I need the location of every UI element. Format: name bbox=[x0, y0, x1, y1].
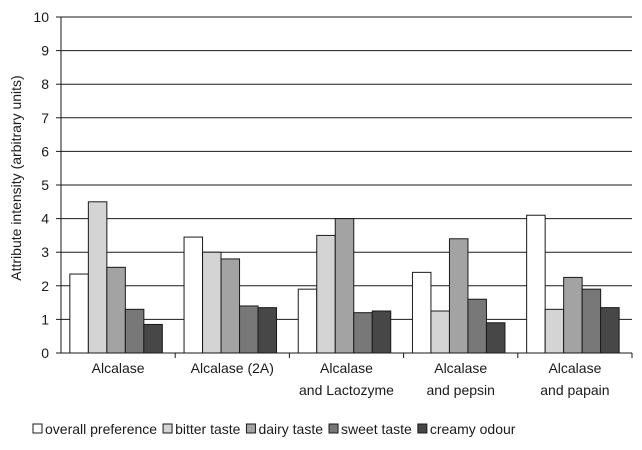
legend-label: dairy taste bbox=[258, 421, 323, 437]
y-tick-label: 10 bbox=[33, 9, 49, 25]
bar-creamy-odour bbox=[143, 323, 163, 354]
bar-bitter-taste bbox=[202, 251, 222, 354]
y-tick-label: 8 bbox=[41, 76, 49, 92]
bar-bitter-taste bbox=[544, 308, 565, 354]
y-tick-label: 2 bbox=[41, 278, 49, 294]
y-tick-label: 1 bbox=[41, 311, 49, 327]
bar-creamy-odour bbox=[600, 307, 620, 354]
x-category-label: Alcalase (2A) bbox=[191, 360, 274, 376]
legend: overall preference bitter taste dairy tast… bbox=[32, 421, 516, 437]
x-category-label: Alcalase bbox=[320, 360, 373, 376]
legend-swatch bbox=[328, 423, 339, 434]
bar-dairy-taste bbox=[106, 266, 126, 354]
x-category-label: and pepsin bbox=[426, 382, 495, 398]
legend-label: creamy odour bbox=[430, 421, 516, 437]
bar-creamy-odour bbox=[371, 310, 392, 354]
bar-sweet-taste bbox=[239, 305, 259, 354]
x-category-label: and Lactozyme bbox=[299, 382, 394, 398]
bar-sweet-taste bbox=[353, 312, 373, 354]
bar-bitter-taste bbox=[87, 201, 108, 354]
x-category-label: Alcalase bbox=[548, 360, 601, 376]
y-tick-label: 0 bbox=[41, 345, 49, 361]
axes bbox=[56, 16, 633, 358]
bar-sweet-taste bbox=[467, 298, 487, 354]
x-category-label: Alcalase bbox=[434, 360, 487, 376]
x-category-labels: Alcalase Alcalase (2A) Alcalase and Lactozy… bbox=[92, 360, 610, 398]
bars bbox=[69, 201, 620, 354]
bar-sweet-taste bbox=[581, 288, 602, 354]
x-category-label: and papain bbox=[540, 382, 609, 398]
bar-dairy-taste bbox=[448, 238, 469, 354]
bar-overall-preference bbox=[69, 273, 89, 354]
bar-bitter-taste bbox=[430, 310, 450, 354]
legend-swatch bbox=[245, 423, 256, 434]
y-tick-labels: 0 1 2 3 4 5 6 7 8 9 10 bbox=[33, 9, 49, 361]
y-tick-label: 3 bbox=[41, 244, 49, 260]
y-tick-label: 7 bbox=[41, 110, 49, 126]
bar-overall-preference bbox=[526, 214, 546, 354]
x-category-label: Alcalase bbox=[92, 360, 145, 376]
bar-creamy-odour bbox=[257, 307, 278, 354]
gridlines bbox=[61, 16, 632, 320]
bar-overall-preference bbox=[183, 236, 204, 354]
legend-label: bitter taste bbox=[175, 421, 241, 437]
legend-swatch bbox=[32, 423, 43, 434]
legend-swatch bbox=[417, 423, 428, 434]
bar-dairy-taste bbox=[220, 258, 241, 354]
y-axis-title: Attribute intensity (arbitrary units) bbox=[8, 75, 24, 280]
bar-bitter-taste bbox=[316, 234, 336, 354]
legend-label: overall preference bbox=[45, 421, 157, 437]
bar-sweet-taste bbox=[124, 308, 145, 354]
bar-dairy-taste bbox=[334, 218, 355, 354]
bar-overall-preference bbox=[411, 271, 432, 354]
bar-overall-preference bbox=[297, 288, 318, 354]
bar-creamy-odour bbox=[485, 322, 506, 354]
legend-label: sweet taste bbox=[341, 421, 412, 437]
y-tick-label: 4 bbox=[41, 211, 49, 227]
bar-dairy-taste bbox=[563, 276, 583, 354]
y-tick-label: 9 bbox=[41, 43, 49, 59]
legend-swatch bbox=[162, 423, 173, 434]
y-tick-label: 5 bbox=[41, 177, 49, 193]
y-tick-label: 6 bbox=[41, 143, 49, 159]
